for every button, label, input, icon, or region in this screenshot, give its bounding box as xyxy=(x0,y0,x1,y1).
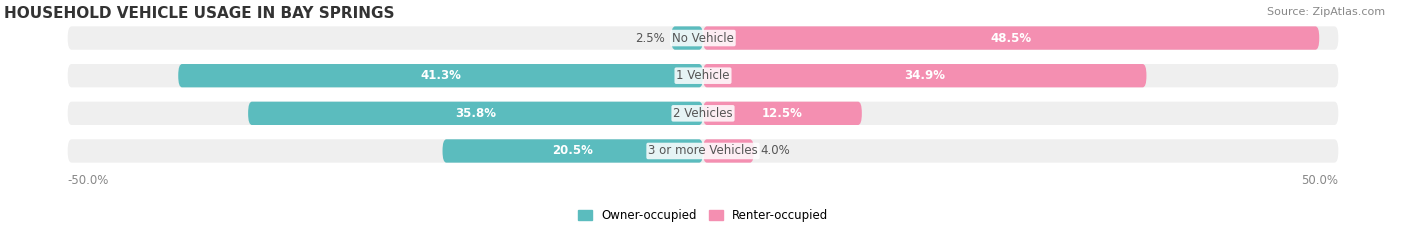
Text: 35.8%: 35.8% xyxy=(456,107,496,120)
FancyBboxPatch shape xyxy=(703,102,862,125)
FancyBboxPatch shape xyxy=(67,102,1339,125)
Text: 48.5%: 48.5% xyxy=(991,31,1032,45)
Text: 12.5%: 12.5% xyxy=(762,107,803,120)
Text: 2 Vehicles: 2 Vehicles xyxy=(673,107,733,120)
Text: 50.0%: 50.0% xyxy=(1302,174,1339,187)
FancyBboxPatch shape xyxy=(247,102,703,125)
FancyBboxPatch shape xyxy=(67,139,1339,163)
Text: 34.9%: 34.9% xyxy=(904,69,945,82)
Text: 41.3%: 41.3% xyxy=(420,69,461,82)
FancyBboxPatch shape xyxy=(703,64,1146,87)
FancyBboxPatch shape xyxy=(179,64,703,87)
FancyBboxPatch shape xyxy=(671,26,703,50)
FancyBboxPatch shape xyxy=(703,26,1319,50)
Text: -50.0%: -50.0% xyxy=(67,174,110,187)
Text: 4.0%: 4.0% xyxy=(761,144,790,158)
FancyBboxPatch shape xyxy=(443,139,703,163)
Text: 2.5%: 2.5% xyxy=(636,31,665,45)
FancyBboxPatch shape xyxy=(703,139,754,163)
FancyBboxPatch shape xyxy=(67,64,1339,87)
Text: HOUSEHOLD VEHICLE USAGE IN BAY SPRINGS: HOUSEHOLD VEHICLE USAGE IN BAY SPRINGS xyxy=(4,6,395,21)
Text: No Vehicle: No Vehicle xyxy=(672,31,734,45)
Text: 20.5%: 20.5% xyxy=(553,144,593,158)
Text: 3 or more Vehicles: 3 or more Vehicles xyxy=(648,144,758,158)
Legend: Owner-occupied, Renter-occupied: Owner-occupied, Renter-occupied xyxy=(572,204,834,227)
Text: 1 Vehicle: 1 Vehicle xyxy=(676,69,730,82)
Text: Source: ZipAtlas.com: Source: ZipAtlas.com xyxy=(1267,7,1385,17)
FancyBboxPatch shape xyxy=(67,26,1339,50)
